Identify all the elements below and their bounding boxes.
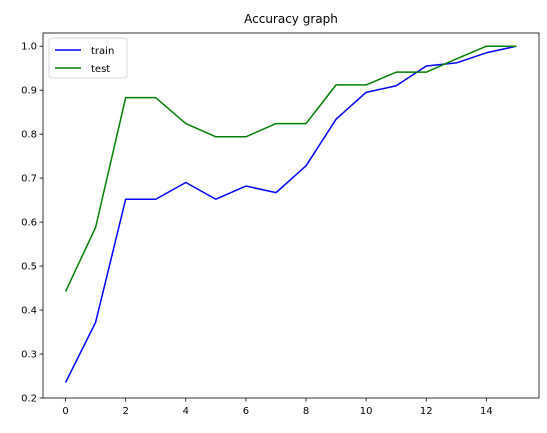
series-line-test (64, 45, 517, 292)
y-tick-label: 0.9 (21, 86, 37, 97)
y-tick-label: 1.0 (21, 42, 37, 53)
legend-label-test: test (91, 64, 110, 75)
x-tick-label: 14 (480, 406, 493, 417)
x-tick-label: 8 (303, 406, 309, 417)
legend-box (48, 37, 128, 79)
chart-title: Accuracy graph (244, 12, 338, 26)
y-tick-label: 0.3 (21, 350, 37, 361)
legend: train test (48, 37, 128, 79)
x-axis: 0 2 4 6 8 10 12 14 (62, 398, 493, 417)
y-tick-label: 0.4 (21, 306, 37, 317)
y-axis: 0.2 0.3 0.4 0.5 0.6 0.7 0.8 0.9 1.0 (21, 42, 43, 405)
x-tick-label: 10 (360, 406, 373, 417)
y-tick-label: 0.8 (21, 130, 37, 141)
y-tick-label: 0.7 (21, 174, 37, 185)
x-tick-label: 4 (183, 406, 189, 417)
plot-area (64, 45, 517, 383)
x-tick-label: 6 (243, 406, 249, 417)
axes-frame (42, 32, 540, 399)
legend-label-train: train (91, 46, 114, 57)
series-line-train (64, 45, 517, 383)
y-tick-label: 0.5 (21, 262, 37, 273)
x-tick-label: 0 (62, 406, 68, 417)
y-tick-label: 0.6 (21, 218, 37, 229)
x-tick-label: 12 (420, 406, 433, 417)
y-tick-label: 0.2 (21, 394, 37, 405)
x-tick-label: 2 (122, 406, 128, 417)
